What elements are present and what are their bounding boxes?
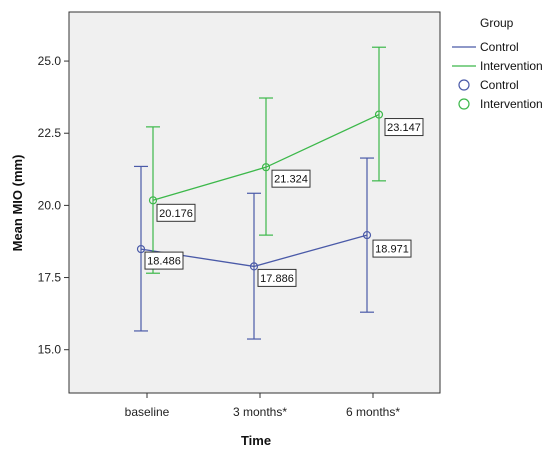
x-tick-label: baseline [125,405,170,419]
y-tick-label: 15.0 [38,343,62,357]
intervention-series-line [152,113,380,201]
control-data-label-box [144,251,184,270]
intervention-point [148,196,158,205]
x-axis-title: Time [241,433,271,448]
data-labels: 18.486 17.886 18.971 20.176 21.324 23.147 [144,118,424,287]
x-tick-label: 6 months* [346,405,400,419]
intervention-data-label: 21.324 [274,174,308,186]
intervention-data-label: 20.176 [159,208,193,220]
control-point [362,230,372,240]
y-tick-label: 20.0 [38,198,62,212]
y-axis-title: Mean MIO (mm) [10,155,25,252]
y-tick-label: 22.5 [38,126,62,140]
y-tick-label: 25.0 [38,54,62,68]
legend-label-intervention-marker: Intervention [480,97,543,111]
legend-title: Group [480,16,514,30]
legend-marker-intervention [458,98,470,110]
intervention-data-label-box [384,118,424,137]
control-data-label-box [257,268,297,287]
legend-label-intervention-line: Intervention [480,59,543,73]
intervention-data-label-box [156,203,196,222]
legend-label-control-marker: Control [480,78,519,92]
control-point [249,262,259,271]
legend-label-control-line: Control [480,40,519,54]
y-axis: 15.0 17.5 20.0 22.5 25.0 [38,54,69,357]
x-axis: baseline 3 months* 6 months* [125,393,400,419]
intervention-data-label-box [271,169,311,188]
control-data-label-box [372,239,412,258]
control-data-label: 18.486 [147,256,181,268]
control-point [136,244,146,254]
intervention-point [261,163,271,172]
x-tick-label: 3 months* [233,405,287,419]
control-data-label: 17.886 [260,273,294,285]
intervention-data-label: 23.147 [387,122,421,134]
legend-marker-control [458,79,470,91]
intervention-point [374,110,384,119]
y-tick-label: 17.5 [38,271,62,285]
control-data-label: 18.971 [375,244,409,256]
legend: Group Control Intervention Control Inter… [452,16,543,111]
